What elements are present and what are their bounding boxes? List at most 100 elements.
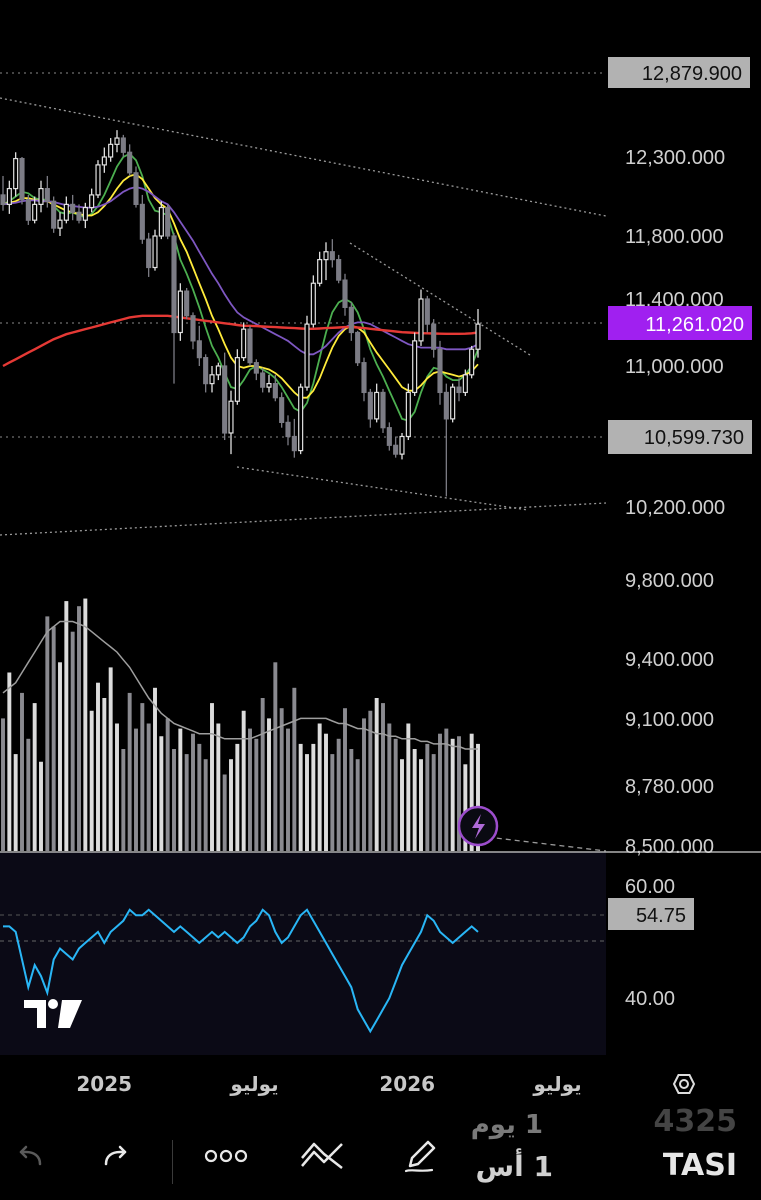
candle-body	[443, 391, 449, 420]
candle-body	[298, 386, 304, 452]
volume-bar	[70, 631, 75, 851]
undo-icon	[19, 1145, 42, 1166]
chart-canvas[interactable]: 12,300.000 11,800.000 11,400.000 11,000.000…	[0, 0, 761, 1112]
candle-body	[114, 137, 120, 145]
volume-bar	[476, 743, 480, 851]
candle-body	[25, 199, 31, 221]
volume-bar	[463, 764, 468, 851]
volume-bar	[254, 738, 259, 851]
price-tick-label: 10,200.000	[625, 497, 725, 519]
volume-bar	[355, 759, 360, 851]
settings-gear-icon[interactable]	[672, 1074, 696, 1094]
lightning-icon[interactable]	[457, 805, 499, 847]
interval-top-label[interactable]: 1 يوم	[470, 1110, 543, 1140]
candle-body	[101, 156, 107, 166]
volume-bar	[260, 698, 265, 851]
symbol-name[interactable]: TASI	[662, 1148, 737, 1183]
candle-body	[475, 323, 481, 350]
candle-body	[367, 391, 373, 420]
volume-bar	[412, 749, 417, 851]
candle-body	[70, 203, 76, 213]
candle-body	[279, 397, 285, 424]
candle-body	[291, 435, 297, 452]
candle-body	[329, 251, 335, 261]
candle-body	[32, 203, 38, 221]
volume-bar	[13, 754, 18, 851]
moving-averages	[2, 152, 479, 422]
candle-body	[456, 386, 462, 394]
price-tick-label: 9,800.000	[625, 570, 714, 592]
candle-body	[323, 251, 329, 261]
volume-bar	[349, 749, 354, 851]
candle-body	[108, 143, 114, 158]
moving-average-line	[2, 152, 479, 422]
candle-body	[76, 211, 82, 221]
candle-body	[374, 391, 380, 420]
volume-bar	[279, 708, 284, 851]
trendline-lower-long	[0, 502, 607, 536]
candles	[0, 130, 481, 497]
redo-icon	[104, 1145, 127, 1166]
candle-body	[6, 188, 12, 206]
price-tick-label: 9,100.000	[625, 709, 714, 731]
volume-bar	[267, 718, 271, 851]
candle-body	[361, 362, 367, 394]
price-tick-label: 11,000.000	[625, 356, 724, 378]
trendline-lower-short	[236, 466, 529, 511]
volume-bar	[248, 728, 252, 851]
candle-body	[380, 391, 386, 429]
candle-body	[418, 298, 424, 342]
bottom-toolbar: 4325 1 يوم 1 أس TASI	[0, 1104, 761, 1200]
symbol-selector[interactable]: 4325 1 يوم 1 أس TASI	[443, 1104, 743, 1200]
badge-current-price: 11,261.020	[608, 306, 752, 340]
volume-bar	[216, 723, 221, 851]
candle-body	[317, 259, 323, 284]
volume-bar	[1, 718, 5, 851]
interval-bottom-label[interactable]: 1 أس	[475, 1150, 553, 1183]
badge-level-price-text: 10,599.730	[644, 427, 744, 449]
price-axis[interactable]: 12,300.000 11,800.000 11,400.000 11,000.000…	[625, 147, 725, 858]
volume-bar	[431, 754, 436, 851]
volume-bar	[374, 698, 379, 851]
tradingview-logo-icon[interactable]	[24, 999, 82, 1028]
volume-bar	[400, 759, 404, 851]
badge-rsi-value-text: 54.75	[636, 905, 686, 927]
candle-body	[44, 188, 50, 202]
time-axis[interactable]: 2025 يوليو 2026 يوليو	[76, 1072, 581, 1096]
volume-bar	[89, 710, 94, 851]
volume-bar	[229, 759, 233, 851]
candle-body	[158, 206, 164, 237]
candle-body	[57, 219, 63, 229]
price-tick-label: 11,800.000	[625, 226, 724, 248]
moving-average-line	[2, 186, 479, 356]
volume-bar	[108, 667, 113, 851]
time-tick-label: 2026	[379, 1072, 435, 1096]
candle-body	[260, 372, 266, 388]
volume-bar	[64, 601, 69, 851]
candle-body	[386, 427, 392, 446]
candle-body	[342, 279, 348, 308]
volume-bar	[457, 736, 461, 851]
volume-bar	[273, 662, 278, 851]
badge-current-price-text: 11,261.020	[645, 314, 744, 336]
redo-button[interactable]	[86, 1134, 146, 1178]
volume-bar	[20, 692, 24, 851]
volume-bar	[45, 616, 50, 851]
volume-bar	[305, 754, 309, 851]
undo-button[interactable]	[0, 1134, 60, 1178]
candle-body	[253, 362, 259, 374]
candle-body	[450, 386, 456, 420]
more-button[interactable]	[196, 1134, 256, 1178]
volume-bar	[121, 749, 126, 851]
candle-body	[412, 340, 418, 394]
volume-bar	[7, 672, 12, 851]
candle-body	[272, 383, 278, 399]
candle-body	[285, 421, 291, 438]
volume-bar	[210, 703, 214, 851]
brush-button[interactable]	[390, 1134, 450, 1178]
rsi-tick-60: 60.00	[625, 876, 675, 898]
drawing-tools-button[interactable]	[292, 1134, 352, 1178]
volume-bar	[146, 723, 151, 851]
candle-body	[89, 194, 95, 209]
volume-bar	[343, 708, 347, 851]
